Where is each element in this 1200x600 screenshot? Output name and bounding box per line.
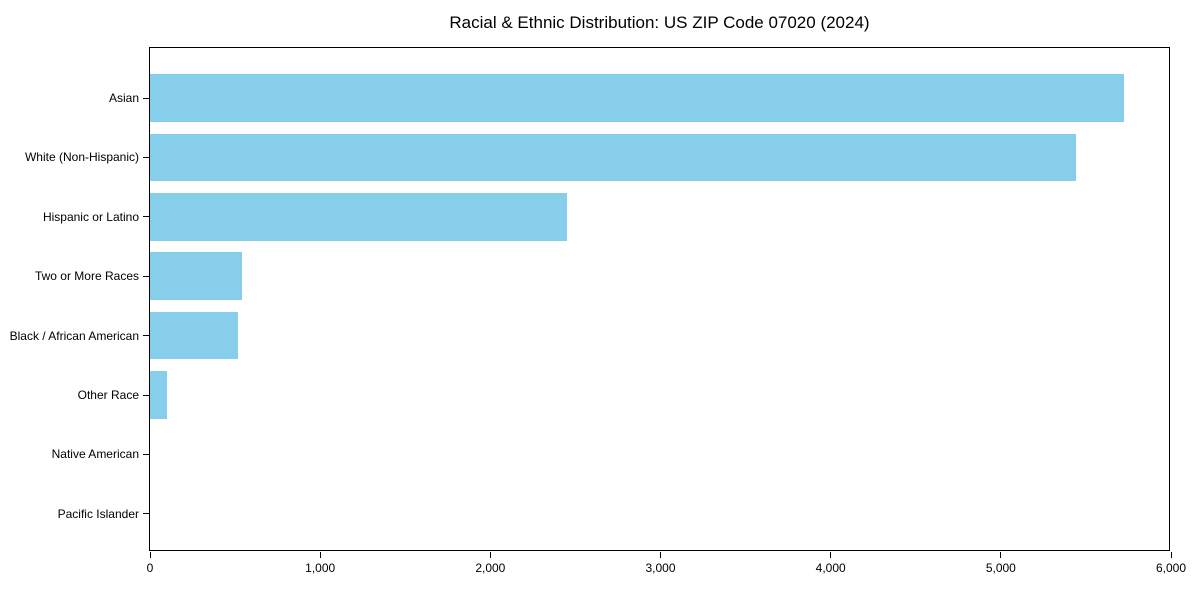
x-tick-mark [319,552,321,558]
plot-area: Asian White (Non-Hispanic) Hispanic or Lat… [10,47,1186,575]
x-tick-mark [1170,552,1172,558]
x-tick-label-0: 0 [146,561,154,575]
y-tick-label-two-or-more-races: Two or More Races [34,269,139,284]
bar-two-or-more-races [150,252,242,300]
y-tick-label-asian: Asian [108,91,139,105]
y-tick-mark [143,216,149,218]
x-tick-label-3-000: 3,000 [645,561,676,575]
chart-title: Racial & Ethnic Distribution: US ZIP Cod… [449,13,870,32]
y-tick-label-other-race: Other Race [77,388,139,402]
y-tick-label-white-non-hispanic: White (Non-Hispanic) [24,150,139,165]
bar-black-african-american [150,311,238,360]
bar-hispanic-or-latino [150,193,567,241]
bar-other-race [150,371,168,419]
y-tick-mark [143,156,149,158]
y-tick-mark [143,335,149,337]
y-tick-mark [143,453,149,455]
x-tick-label-4-000: 4,000 [815,561,846,575]
y-tick-mark [143,513,149,515]
x-tick-label-5-000: 5,000 [985,561,1016,575]
x-tick-mark [1000,552,1002,558]
x-tick-mark [660,552,661,558]
y-tick-label-native-american: Native American [51,447,139,462]
x-tick-label-6-000: 6,000 [1155,561,1187,575]
x-tick-label-2-000: 2,000 [475,561,506,575]
x-tick-label-1-000: 1,000 [305,561,336,575]
y-tick-label-pacific-islander: Pacific Islander [57,506,139,521]
x-tick-mark [489,552,491,558]
x-tick-mark [830,552,832,558]
y-tick-mark [143,394,149,396]
y-tick-label-hispanic-or-latino: Hispanic or Latino [42,209,139,224]
y-tick-label-black-african-american: Black / African American [9,328,139,343]
y-tick-mark [143,97,149,99]
bar-white-non-hispanic [150,133,1076,182]
bar-asian [150,74,1125,122]
y-tick-mark [143,275,149,277]
x-tick-mark [149,552,151,558]
